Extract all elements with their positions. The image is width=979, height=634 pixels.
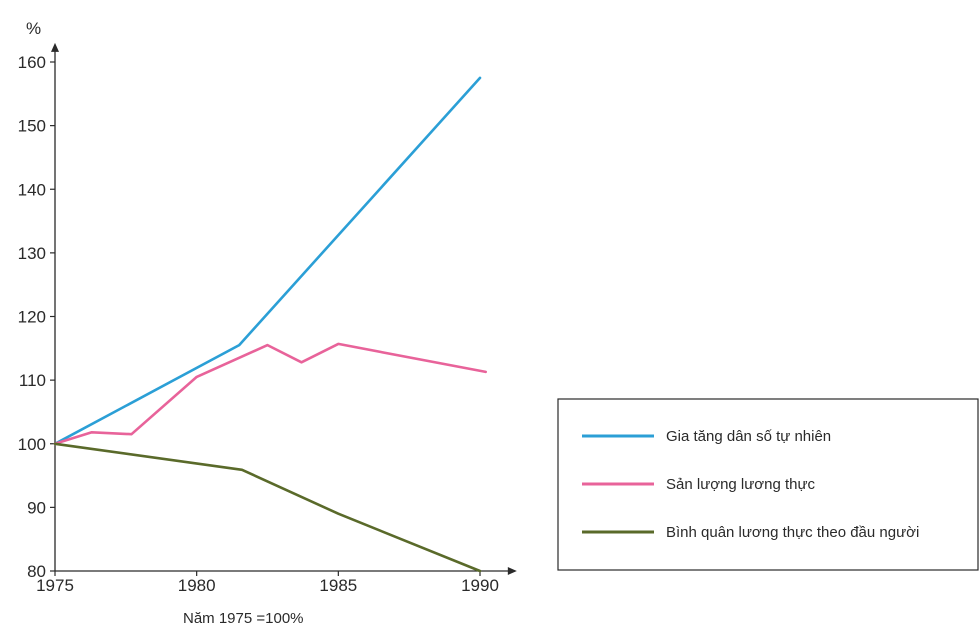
y-tick-label: 150 (18, 117, 46, 136)
axes (50, 42, 517, 576)
y-tick-label: 120 (18, 308, 46, 327)
y-axis-arrow (51, 42, 59, 52)
line-food-per-capita (53, 442, 482, 573)
x-tick-label: 1990 (461, 576, 499, 595)
line-population-growth (53, 76, 482, 446)
axis-labels: 80 90 100 110 120 130 140 150 160 1975 1980 1985 199… (18, 53, 499, 595)
x-tick-label: 1975 (36, 576, 74, 595)
baseline-note: Năm 1975 =100% (183, 610, 304, 627)
y-axis-unit-label: % (26, 19, 41, 38)
x-tick-label: 1980 (178, 576, 216, 595)
legend: Gia tăng dân số tự nhiên Sản lượng lương… (557, 398, 979, 571)
y-tick-label: 140 (18, 180, 46, 199)
x-axis-arrow (507, 567, 517, 575)
legend-label-population: Gia tăng dân số tự nhiên (666, 428, 831, 445)
x-tick-label: 1985 (319, 576, 357, 595)
legend-label-food-output: Sản lượng lương thực (666, 476, 816, 493)
y-tick-label: 160 (18, 53, 46, 72)
series-lines (53, 76, 488, 573)
legend-label-food-per-capita: Bình quân lương thực theo đầu người (666, 524, 919, 541)
y-tick-label: 90 (27, 498, 46, 517)
y-tick-label: 130 (18, 244, 46, 263)
y-tick-label: 80 (27, 562, 46, 581)
line-food-output (53, 342, 488, 446)
y-tick-label: 100 (18, 435, 46, 454)
y-tick-label: 110 (19, 371, 46, 390)
